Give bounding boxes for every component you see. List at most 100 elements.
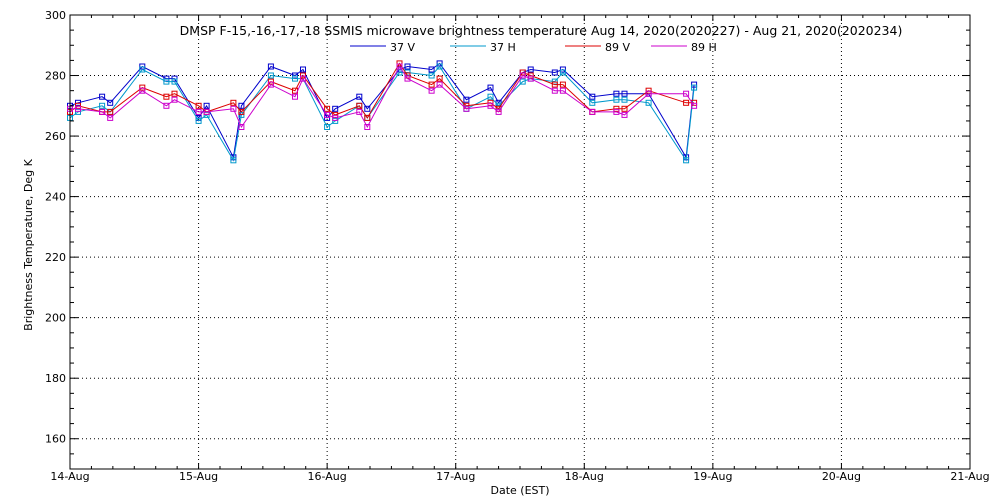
data-point: [519, 78, 526, 85]
data-point: [230, 157, 237, 164]
data-point: [267, 63, 274, 70]
data-point: [396, 69, 403, 76]
data-point: [683, 157, 690, 164]
data-point: [171, 96, 178, 103]
data-point: [267, 81, 274, 88]
data-point: [621, 105, 628, 112]
y-tick-label: 300: [45, 9, 66, 22]
y-tick-label: 180: [45, 372, 66, 385]
x-tick-label: 19-Aug: [693, 470, 732, 483]
data-point: [428, 72, 435, 79]
data-point: [463, 96, 470, 103]
y-tick-label: 260: [45, 130, 66, 143]
data-point: [332, 114, 339, 121]
data-point: [300, 75, 306, 82]
data-point: [487, 102, 494, 109]
data-point: [495, 108, 502, 115]
data-point: [230, 105, 237, 112]
data-point: [428, 66, 435, 73]
data-point: [139, 84, 146, 91]
data-point: [300, 66, 306, 73]
series-37-h: [67, 63, 698, 164]
data-point: [436, 75, 443, 82]
data-point: [267, 72, 274, 79]
data-point: [613, 105, 620, 112]
data-point: [589, 99, 596, 106]
data-point: [428, 87, 435, 94]
data-point: [203, 108, 210, 115]
data-point: [238, 124, 245, 130]
data-point: [527, 66, 534, 73]
data-point: [356, 93, 363, 100]
legend-label: 89 H: [691, 41, 717, 54]
data-point: [99, 93, 106, 100]
data-point: [364, 105, 371, 112]
legend-label: 37 V: [390, 41, 415, 54]
data-point: [195, 102, 202, 109]
data-point: [324, 124, 331, 130]
data-point: [404, 75, 411, 82]
data-point: [436, 63, 443, 70]
data-point: [613, 90, 620, 97]
data-point: [356, 108, 363, 115]
data-point: [396, 63, 403, 70]
data-point: [230, 99, 237, 106]
data-point: [487, 84, 494, 91]
data-point: [292, 75, 298, 82]
x-tick-label: 18-Aug: [565, 470, 604, 483]
data-point: [171, 78, 178, 85]
chart-title: DMSP F-15,-16,-17,-18 SSMIS microwave br…: [180, 23, 903, 38]
data-point: [551, 69, 558, 76]
data-point: [613, 96, 620, 103]
data-point: [683, 90, 690, 97]
data-point: [589, 93, 596, 100]
series-89-v: [67, 60, 698, 121]
data-point: [645, 99, 652, 106]
data-point: [238, 102, 245, 109]
x-axis-label: Date (EST): [490, 484, 549, 497]
data-point: [139, 66, 146, 73]
data-point: [691, 84, 698, 91]
data-point: [163, 78, 170, 85]
data-point: [527, 72, 534, 79]
y-tick-label: 220: [45, 251, 66, 264]
data-point: [436, 81, 443, 88]
data-point: [99, 108, 106, 115]
data-point: [195, 108, 202, 115]
x-tick-label: 14-Aug: [50, 470, 89, 483]
series-group: [67, 60, 698, 164]
x-tick-label: 20-Aug: [822, 470, 861, 483]
data-point: [621, 96, 628, 103]
data-point: [292, 93, 298, 100]
data-point: [463, 105, 470, 112]
data-point: [364, 114, 371, 121]
x-tick-label: 15-Aug: [179, 470, 218, 483]
y-tick-label: 240: [45, 191, 66, 204]
data-point: [107, 99, 114, 106]
axis-ticks: 14-Aug 15-Aug 16-Aug 17-Aug 18-Aug 19-Aug 20-A…: [45, 9, 990, 483]
data-point: [75, 105, 81, 112]
data-point: [171, 90, 178, 97]
data-point: [691, 102, 698, 109]
data-point: [589, 108, 596, 115]
data-point: [683, 99, 690, 106]
legend: 37 V 37 H 89 V 89 H: [350, 41, 717, 54]
data-point: [99, 102, 106, 109]
data-point: [621, 90, 628, 97]
y-axis-label: Brightness Temperature, Deg K: [22, 158, 35, 330]
x-tick-label: 21-Aug: [950, 470, 989, 483]
data-point: [559, 87, 566, 94]
x-tick-label: 17-Aug: [436, 470, 475, 483]
data-point: [519, 72, 526, 79]
data-point: [332, 105, 339, 112]
data-point: [75, 108, 81, 115]
data-point: [163, 102, 170, 109]
data-point: [163, 93, 170, 100]
data-point: [238, 108, 245, 115]
data-point: [428, 81, 435, 88]
y-tick-label: 200: [45, 312, 66, 325]
data-point: [139, 87, 146, 94]
data-point: [645, 90, 652, 97]
data-point: [404, 63, 411, 70]
